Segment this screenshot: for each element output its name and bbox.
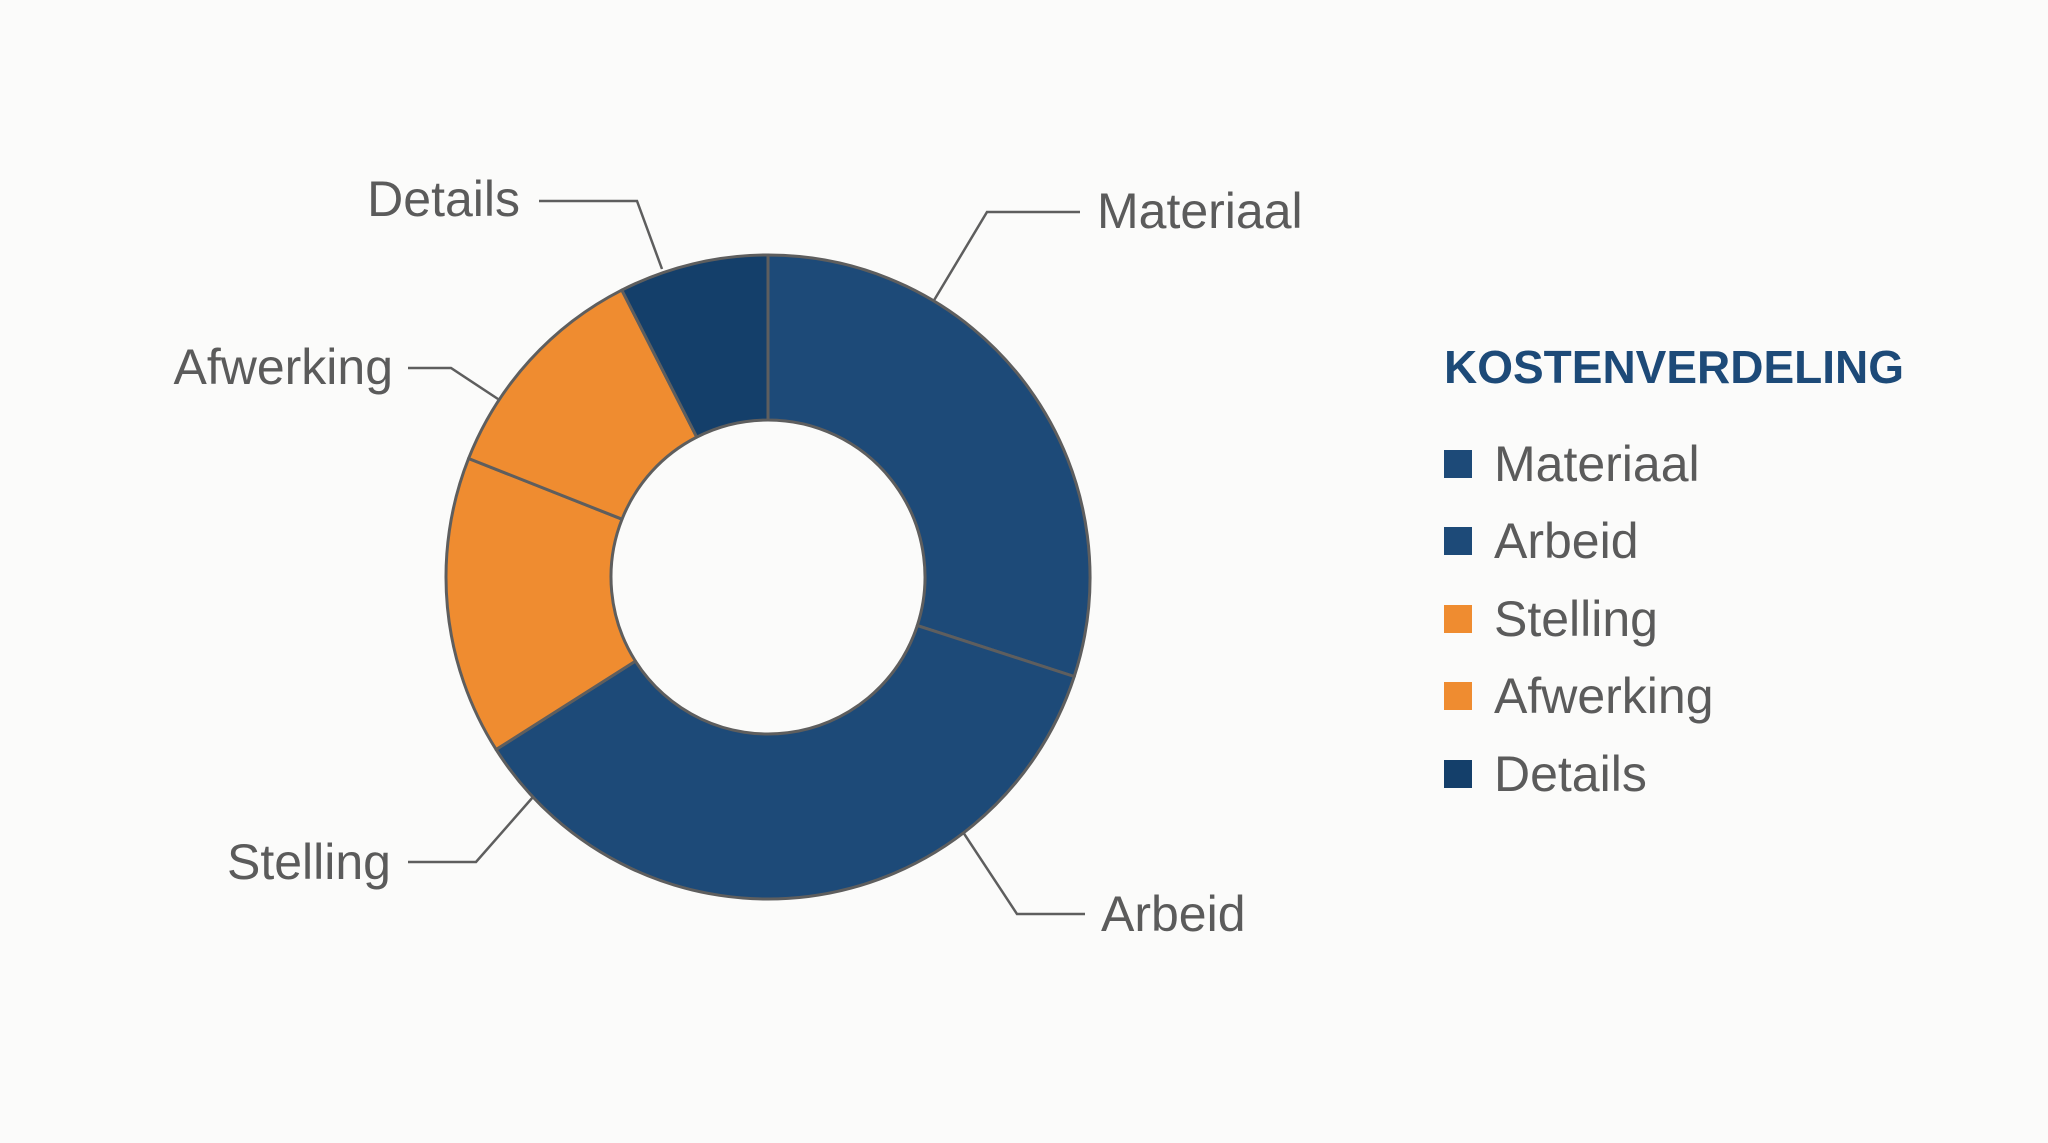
legend-item-materiaal: Materiaal — [1444, 425, 1714, 503]
slice-materiaal — [766, 253, 1092, 679]
callout-labels: Materiaal Arbeid Stelling Afwerking Details — [173, 171, 1302, 942]
legend-title: KOSTENVERDELING — [1444, 341, 1905, 393]
callout-label-materiaal: Materiaal — [1097, 183, 1303, 239]
callout-label-afwerking: Afwerking — [173, 339, 393, 395]
slice-afwerking — [467, 288, 699, 521]
legend-item-arbeid: Arbeid — [1444, 503, 1714, 581]
callout-label-stelling: Stelling — [227, 834, 391, 890]
callout-label-details: Details — [367, 171, 520, 227]
legend-item-afwerking: Afwerking — [1444, 658, 1714, 736]
callout-line-materiaal — [931, 210, 1080, 303]
legend-label-afwerking: Afwerking — [1494, 668, 1714, 725]
legend-swatch-stelling — [1444, 604, 1472, 633]
legend-label-arbeid: Arbeid — [1494, 513, 1639, 570]
legend-item-details: Details — [1444, 735, 1714, 813]
legend-swatch-materiaal — [1444, 449, 1472, 478]
donut-slices — [444, 253, 1092, 901]
legend-label-stelling: Stelling — [1494, 590, 1658, 647]
callout-line-stelling — [408, 796, 534, 864]
slice-arbeid — [494, 624, 1076, 901]
legend-swatch-afwerking — [1444, 682, 1472, 711]
legend: Materiaal Arbeid Stelling Afwerking Details — [1444, 425, 1714, 813]
callout-lines — [408, 199, 1085, 916]
callout-line-details — [539, 199, 664, 270]
legend-label-materiaal: Materiaal — [1494, 435, 1700, 492]
callout-line-arbeid — [961, 831, 1085, 916]
slice-details — [620, 253, 770, 439]
callout-line-afwerking — [408, 366, 499, 401]
legend-item-stelling: Stelling — [1444, 580, 1714, 658]
legend-swatch-details — [1444, 759, 1472, 788]
callout-label-arbeid: Arbeid — [1101, 886, 1246, 942]
slice-stelling — [444, 456, 637, 752]
legend-label-details: Details — [1494, 745, 1647, 802]
legend-swatch-arbeid — [1444, 527, 1472, 556]
